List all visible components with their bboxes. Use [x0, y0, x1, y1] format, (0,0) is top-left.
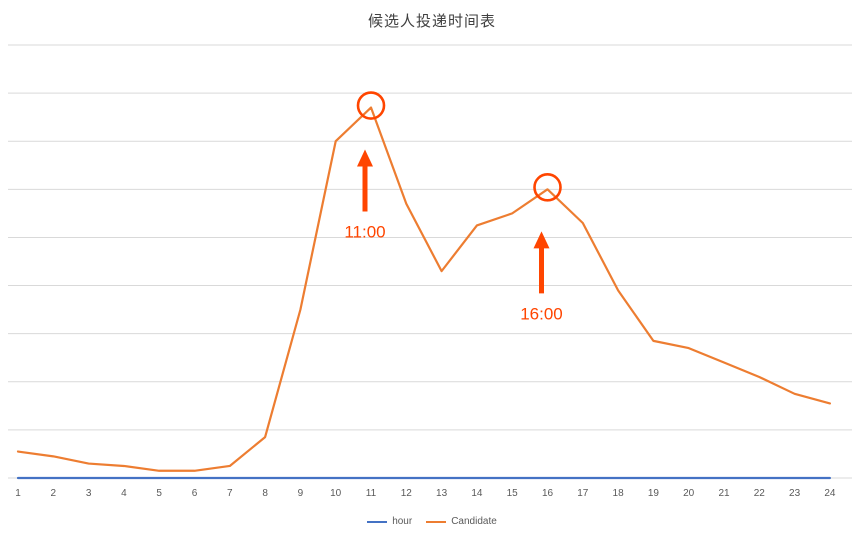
x-axis-label: 15: [507, 488, 519, 499]
peak-arrowhead-icon: [533, 231, 550, 249]
x-axis-label: 18: [613, 488, 625, 499]
x-axis-label: 7: [227, 488, 233, 499]
x-axis-label: 12: [401, 488, 413, 499]
legend-line-candidate-icon: [426, 520, 447, 523]
x-axis-label: 10: [330, 488, 342, 499]
x-axis-label: 16: [542, 488, 554, 499]
legend-line-hour-icon: [367, 520, 388, 523]
legend-item-candidate: Candidate: [426, 516, 497, 527]
x-axis-label: 24: [824, 488, 836, 499]
x-axis-label: 14: [471, 488, 483, 499]
x-axis-label: 19: [648, 488, 660, 499]
x-axis-label: 11: [366, 488, 377, 499]
x-axis-label: 4: [121, 488, 127, 499]
peak-time-label: 16:00: [520, 304, 563, 323]
x-axis-label: 1: [15, 488, 21, 499]
x-axis-label: 21: [718, 488, 730, 499]
x-axis-label: 6: [192, 488, 198, 499]
legend-label-hour: hour: [392, 516, 413, 527]
peak-circle-icon: [533, 173, 562, 202]
x-axis-label: 2: [51, 488, 57, 499]
peak-arrowhead-icon: [357, 149, 373, 167]
x-axis-label: 22: [754, 488, 766, 499]
chart-legend: hour Candidate: [0, 516, 864, 527]
x-axis-label: 9: [298, 488, 304, 499]
x-axis-label: 23: [789, 488, 801, 499]
legend-item-hour: hour: [367, 516, 412, 527]
x-axis-label: 20: [683, 488, 695, 499]
x-axis-label: 3: [86, 488, 92, 499]
x-axis-label: 13: [436, 488, 448, 499]
chart-title: 候选人投递时间表: [367, 13, 496, 30]
x-axis-label: 17: [577, 488, 589, 499]
x-axis-label: 8: [262, 488, 268, 499]
legend-label-candidate: Candidate: [451, 516, 497, 527]
peak-circle-icon: [356, 91, 386, 120]
x-axis-label: 5: [156, 488, 162, 499]
series-line-candidate: [16, 106, 832, 472]
peak-time-label: 11:00: [344, 223, 385, 242]
